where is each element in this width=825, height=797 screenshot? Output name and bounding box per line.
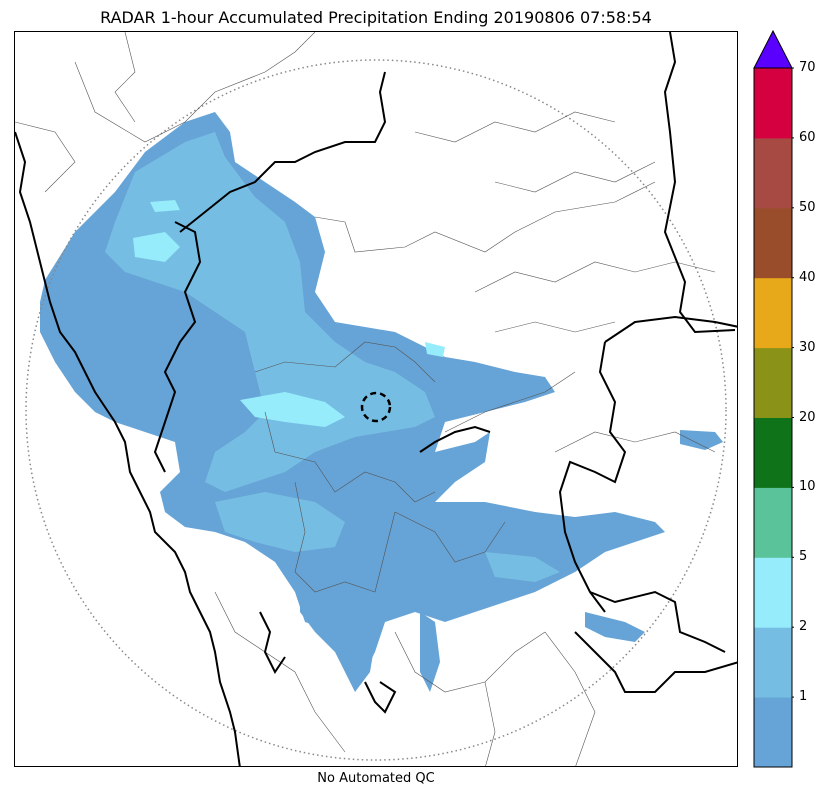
precipitation-area-1-2-south: [215, 492, 345, 552]
precipitation-area-far-south: [420, 612, 440, 692]
state-border: [589, 590, 726, 653]
colorbar-tick-label: 1: [799, 689, 808, 705]
coastline: [15, 131, 241, 766]
state-border: [604, 315, 737, 343]
precipitation-area-1-2-east: [485, 552, 560, 582]
precipitation-field-2-5: [133, 200, 445, 427]
colorbar-tick-label: 10: [799, 479, 816, 495]
colorbar-bin: [754, 627, 792, 698]
district-border: [254, 341, 436, 383]
state-border: [419, 425, 491, 453]
precipitation-area-southeast: [585, 612, 645, 642]
state-border: [179, 71, 387, 233]
district-border: [394, 511, 506, 563]
radar-map: [14, 31, 738, 767]
radar-site-marker: [360, 391, 392, 423]
colorbar-bin: [754, 487, 792, 558]
colorbar-over-triangle: [753, 29, 793, 69]
colorbar-bin: [754, 417, 792, 488]
district-borders: [15, 32, 716, 766]
district-border: [314, 181, 656, 253]
state-border: [153, 221, 202, 473]
district-border: [414, 111, 616, 143]
precipitation-field-1-2: [105, 132, 560, 582]
colorbar-tick-label: 60: [799, 129, 816, 145]
colorbar-bins: [754, 68, 792, 768]
colorbar-bin: [754, 277, 792, 349]
district-border: [214, 591, 346, 753]
precipitation-area-east: [680, 430, 723, 450]
colorbar: [753, 29, 794, 768]
district-border: [484, 681, 496, 766]
precipitation-area-2-5-c: [150, 200, 180, 212]
precipitation-area-2-5-d: [425, 342, 445, 357]
colorbar-tick-label: 5: [799, 549, 808, 565]
precipitation-area-1-2: [105, 132, 435, 492]
colorbar-tick-label: 50: [799, 199, 816, 215]
colorbar-bin: [754, 697, 792, 768]
precipitation-area-south-cluster: [300, 587, 375, 692]
chart-title: RADAR 1-hour Accumulated Precipitation E…: [100, 8, 652, 27]
state-border: [259, 611, 286, 674]
qc-note: No Automated QC: [317, 771, 435, 786]
district-border: [264, 411, 436, 503]
radar-map-canvas: [15, 32, 737, 766]
colorbar-tick-label: 30: [799, 339, 816, 355]
colorbar-tick-label: 40: [799, 269, 816, 285]
district-border: [494, 161, 656, 193]
colorbar-tick-label: 20: [799, 409, 816, 425]
district-border: [15, 121, 76, 193]
state-borders: [15, 32, 737, 766]
district-border: [474, 261, 716, 293]
colorbar-bin: [754, 347, 792, 418]
district-border: [494, 321, 616, 333]
colorbar-bin: [754, 68, 792, 139]
radar-range-ring: [25, 59, 727, 761]
state-border: [558, 341, 627, 613]
colorbar-tick-label: 70: [799, 60, 816, 75]
district-border: [74, 32, 316, 143]
district-border: [294, 481, 396, 593]
district-border: [544, 631, 596, 766]
precipitation-area-2-5-a: [133, 232, 180, 262]
colorbar-tick-label: 2: [799, 619, 808, 635]
district-border: [394, 631, 546, 693]
colorbar-bin: [754, 207, 792, 279]
state-border: [663, 32, 736, 334]
colorbar-bin: [754, 557, 792, 628]
precipitation-area-2-5-b: [240, 392, 345, 427]
district-border: [554, 431, 716, 453]
district-border: [114, 32, 136, 123]
district-border: [444, 371, 576, 433]
colorbar-bin: [754, 137, 792, 209]
state-border: [574, 631, 737, 693]
state-border: [364, 681, 397, 714]
colorbar-ticks: [792, 67, 794, 698]
